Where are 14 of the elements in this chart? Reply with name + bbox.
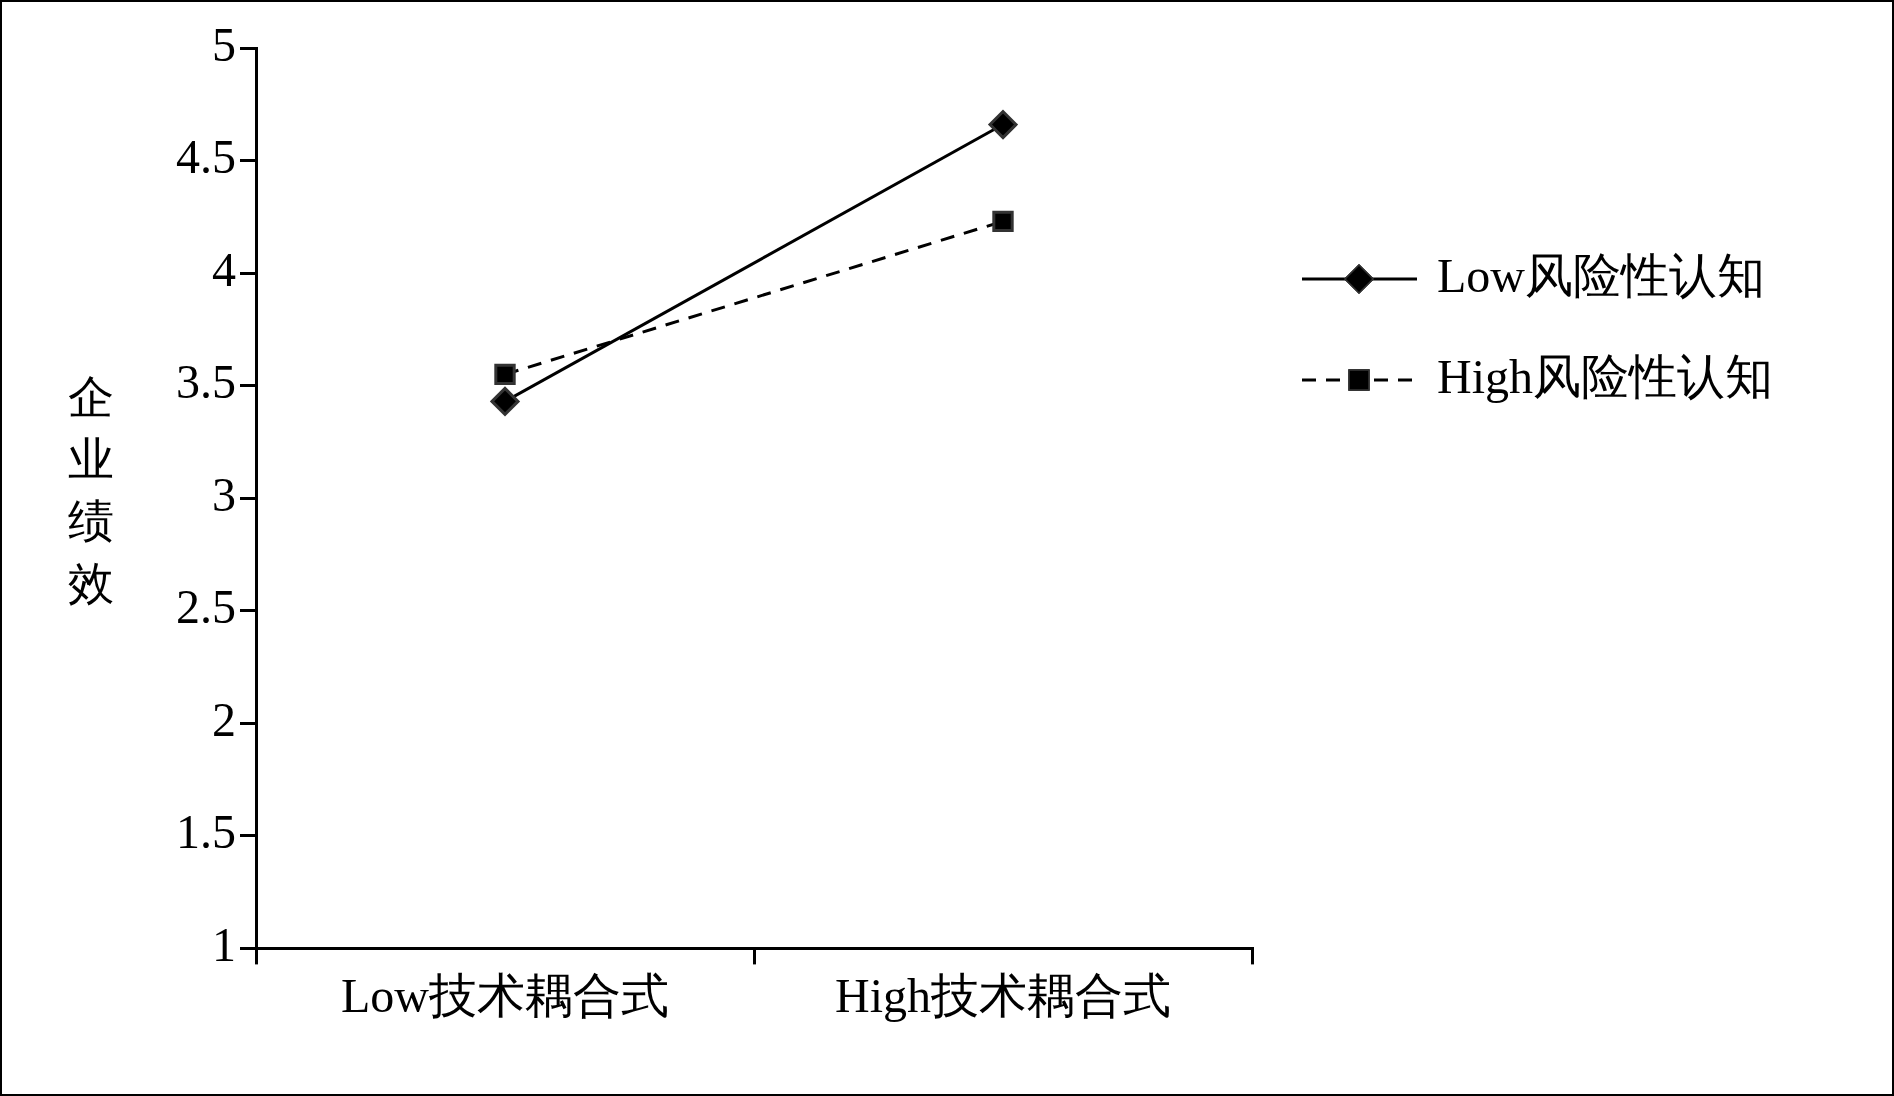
x-tick-label: High技术耦合式: [835, 968, 1171, 1022]
y-tick-label: 4: [212, 242, 236, 296]
legend-label: High风险性认知: [1437, 349, 1773, 403]
y-tick-label: 2.5: [176, 580, 236, 634]
y-tick-label: 4.5: [176, 130, 236, 184]
y-tick-label: 3.5: [176, 355, 236, 409]
y-tick-label: 3: [212, 467, 236, 521]
y-tick-label: 5: [212, 17, 236, 71]
x-tick-label: Low技术耦合式: [341, 968, 669, 1022]
legend-label: Low风险性认知: [1437, 248, 1765, 302]
y-axis-title: 企业绩效: [68, 371, 114, 611]
y-tick-label: 2: [212, 692, 236, 746]
y-tick-label: 1: [212, 918, 236, 972]
y-tick-label: 1.5: [176, 805, 236, 859]
